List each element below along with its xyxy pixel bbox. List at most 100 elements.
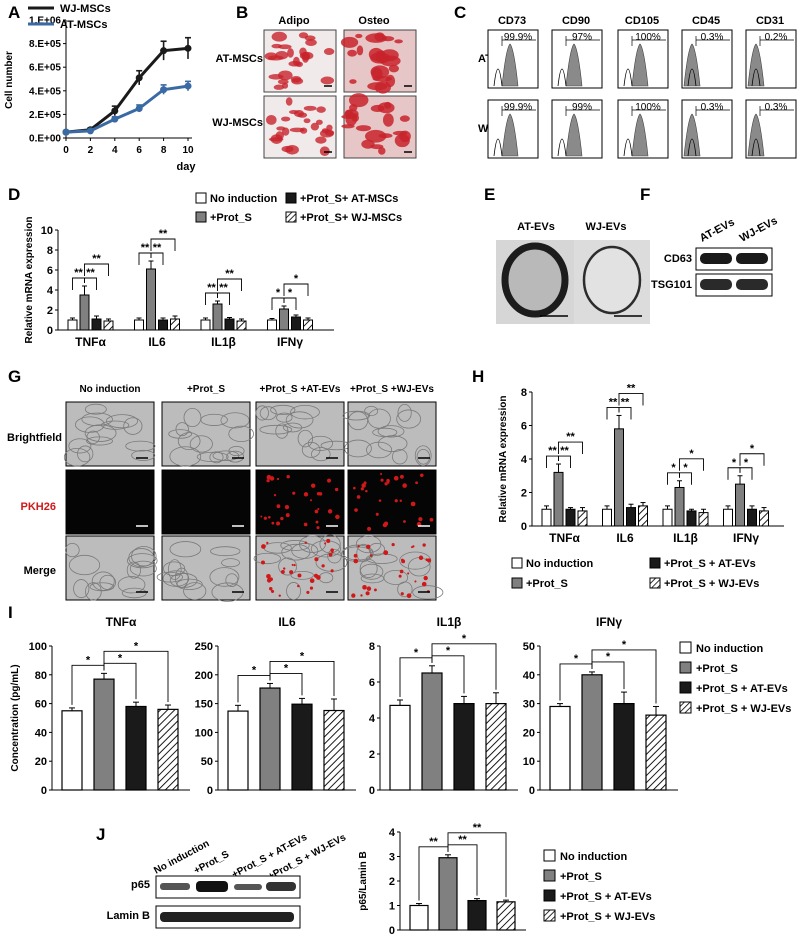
cell-outline [189,435,213,453]
stain-blob [370,65,390,79]
cell-outline [397,581,413,598]
significance-label: * [276,287,281,299]
y-axis-label: p65/Lamin B [358,851,369,910]
pkh26-dot [261,544,266,549]
stain-blob [299,127,308,134]
stain-blob [268,74,284,80]
cell-outline [360,573,385,584]
cell-outline [301,441,321,458]
cell-outline [85,582,102,601]
legend-label: +Prot_S + AT-EVs [696,683,788,695]
panel-j-ratio-chart: 0 1 2 3 4 p65/Lamin B ** ** ** [358,822,526,937]
pkh26-dot [293,564,296,567]
bar [577,510,588,527]
stain-blob [297,112,308,118]
pkh26-dot [402,483,407,488]
cell-outline [280,540,310,551]
pkh26-dot [394,499,398,503]
pkh26-dot [386,478,390,483]
significance-label: ** [219,282,228,294]
panel-e-label-at: AT-EVs [517,221,555,233]
y-tick-label: 40 [523,670,535,682]
pkh26-dot [327,478,331,483]
pkh26-dot [280,569,285,574]
legend-swatch-no-induction [511,557,523,569]
bar [279,308,289,331]
pkh26-dot [425,558,429,562]
y-tick-label: 10 [41,225,53,237]
cell-outline [99,574,116,590]
pkh26-dot [373,588,377,592]
cell-outline [73,579,90,599]
micrograph [161,401,251,467]
data-point [160,47,168,55]
stain-blob [323,48,335,56]
pkh26-dot [315,520,319,524]
bar [485,702,507,791]
significance-label: * [294,273,299,285]
bar [747,508,757,527]
stain-blob [316,106,326,113]
histogram-control [623,138,633,157]
pkh26-dot [280,516,284,521]
cell-outline [86,430,100,445]
histogram-control [687,138,697,157]
stain-blob [378,147,386,155]
x-axis-label: day [177,161,197,173]
legend-swatch-no-induction [543,849,556,862]
panel-j-western-blot: No induction +Prot_S +Prot_S + AT-EVs +P… [107,832,348,929]
pkh26-dot [422,543,426,547]
stain-blob [275,51,289,60]
x-tick-label: 6 [136,145,142,156]
legend-label: +Prot_S + AT-EVs [560,891,652,903]
marker-label: CD90 [562,15,590,27]
pkh26-dot [399,474,404,479]
y-tick-label: 0 [369,785,375,797]
panel-letter-b: B [236,3,248,22]
stain-blob [281,116,291,122]
bar [686,510,697,527]
histogram-control [623,68,633,87]
significance-bracket [618,393,644,406]
histogram-peak [565,43,583,87]
pkh26-dot [334,487,339,492]
panel-letter-d: D [8,185,20,204]
significance-bracket [269,660,335,696]
pkh26-dot [261,560,265,565]
micrograph [65,401,155,467]
pkh26-dot [266,573,271,579]
stain-blob [288,60,302,67]
cell-outline [84,403,107,415]
stain-blob [340,36,359,48]
pkh26-dot [266,474,272,480]
panel-g-row-brightfield: Brightfield [7,432,62,444]
histogram-peak [631,43,649,87]
y-axis-label: Relative mRNA expression [498,396,509,523]
cell-outline [344,439,372,458]
significance-bracket [431,643,497,690]
stain-blob [374,81,391,94]
significance-label: ** [473,822,482,834]
pkh26-dot [406,593,412,599]
legend-swatch-wj-evs [649,577,661,589]
bar [157,708,179,791]
category-label: IL1β [673,531,698,545]
y-tick-label: 20 [523,727,535,739]
significance-bracket [591,649,657,704]
pkh26-dot [367,526,372,531]
significance-label: ** [141,242,150,254]
pkh26-dot [412,545,415,548]
panel-c-flow-cytometry: AT-MSCs WJ-MSCs CD7399.9%CD9097%CD105100… [478,15,797,159]
blot-band [160,912,294,922]
significance-label: ** [627,382,636,394]
blot-band [160,883,190,890]
pkh26-dot [400,558,404,562]
pkh26-dot [314,509,319,514]
cell-outline [397,403,412,422]
cell-outline [84,424,117,442]
significance-bracket [72,277,85,290]
category-label: IL1β [211,335,236,349]
stain-blob [349,79,357,84]
y-tick-label: 4 [389,827,396,839]
